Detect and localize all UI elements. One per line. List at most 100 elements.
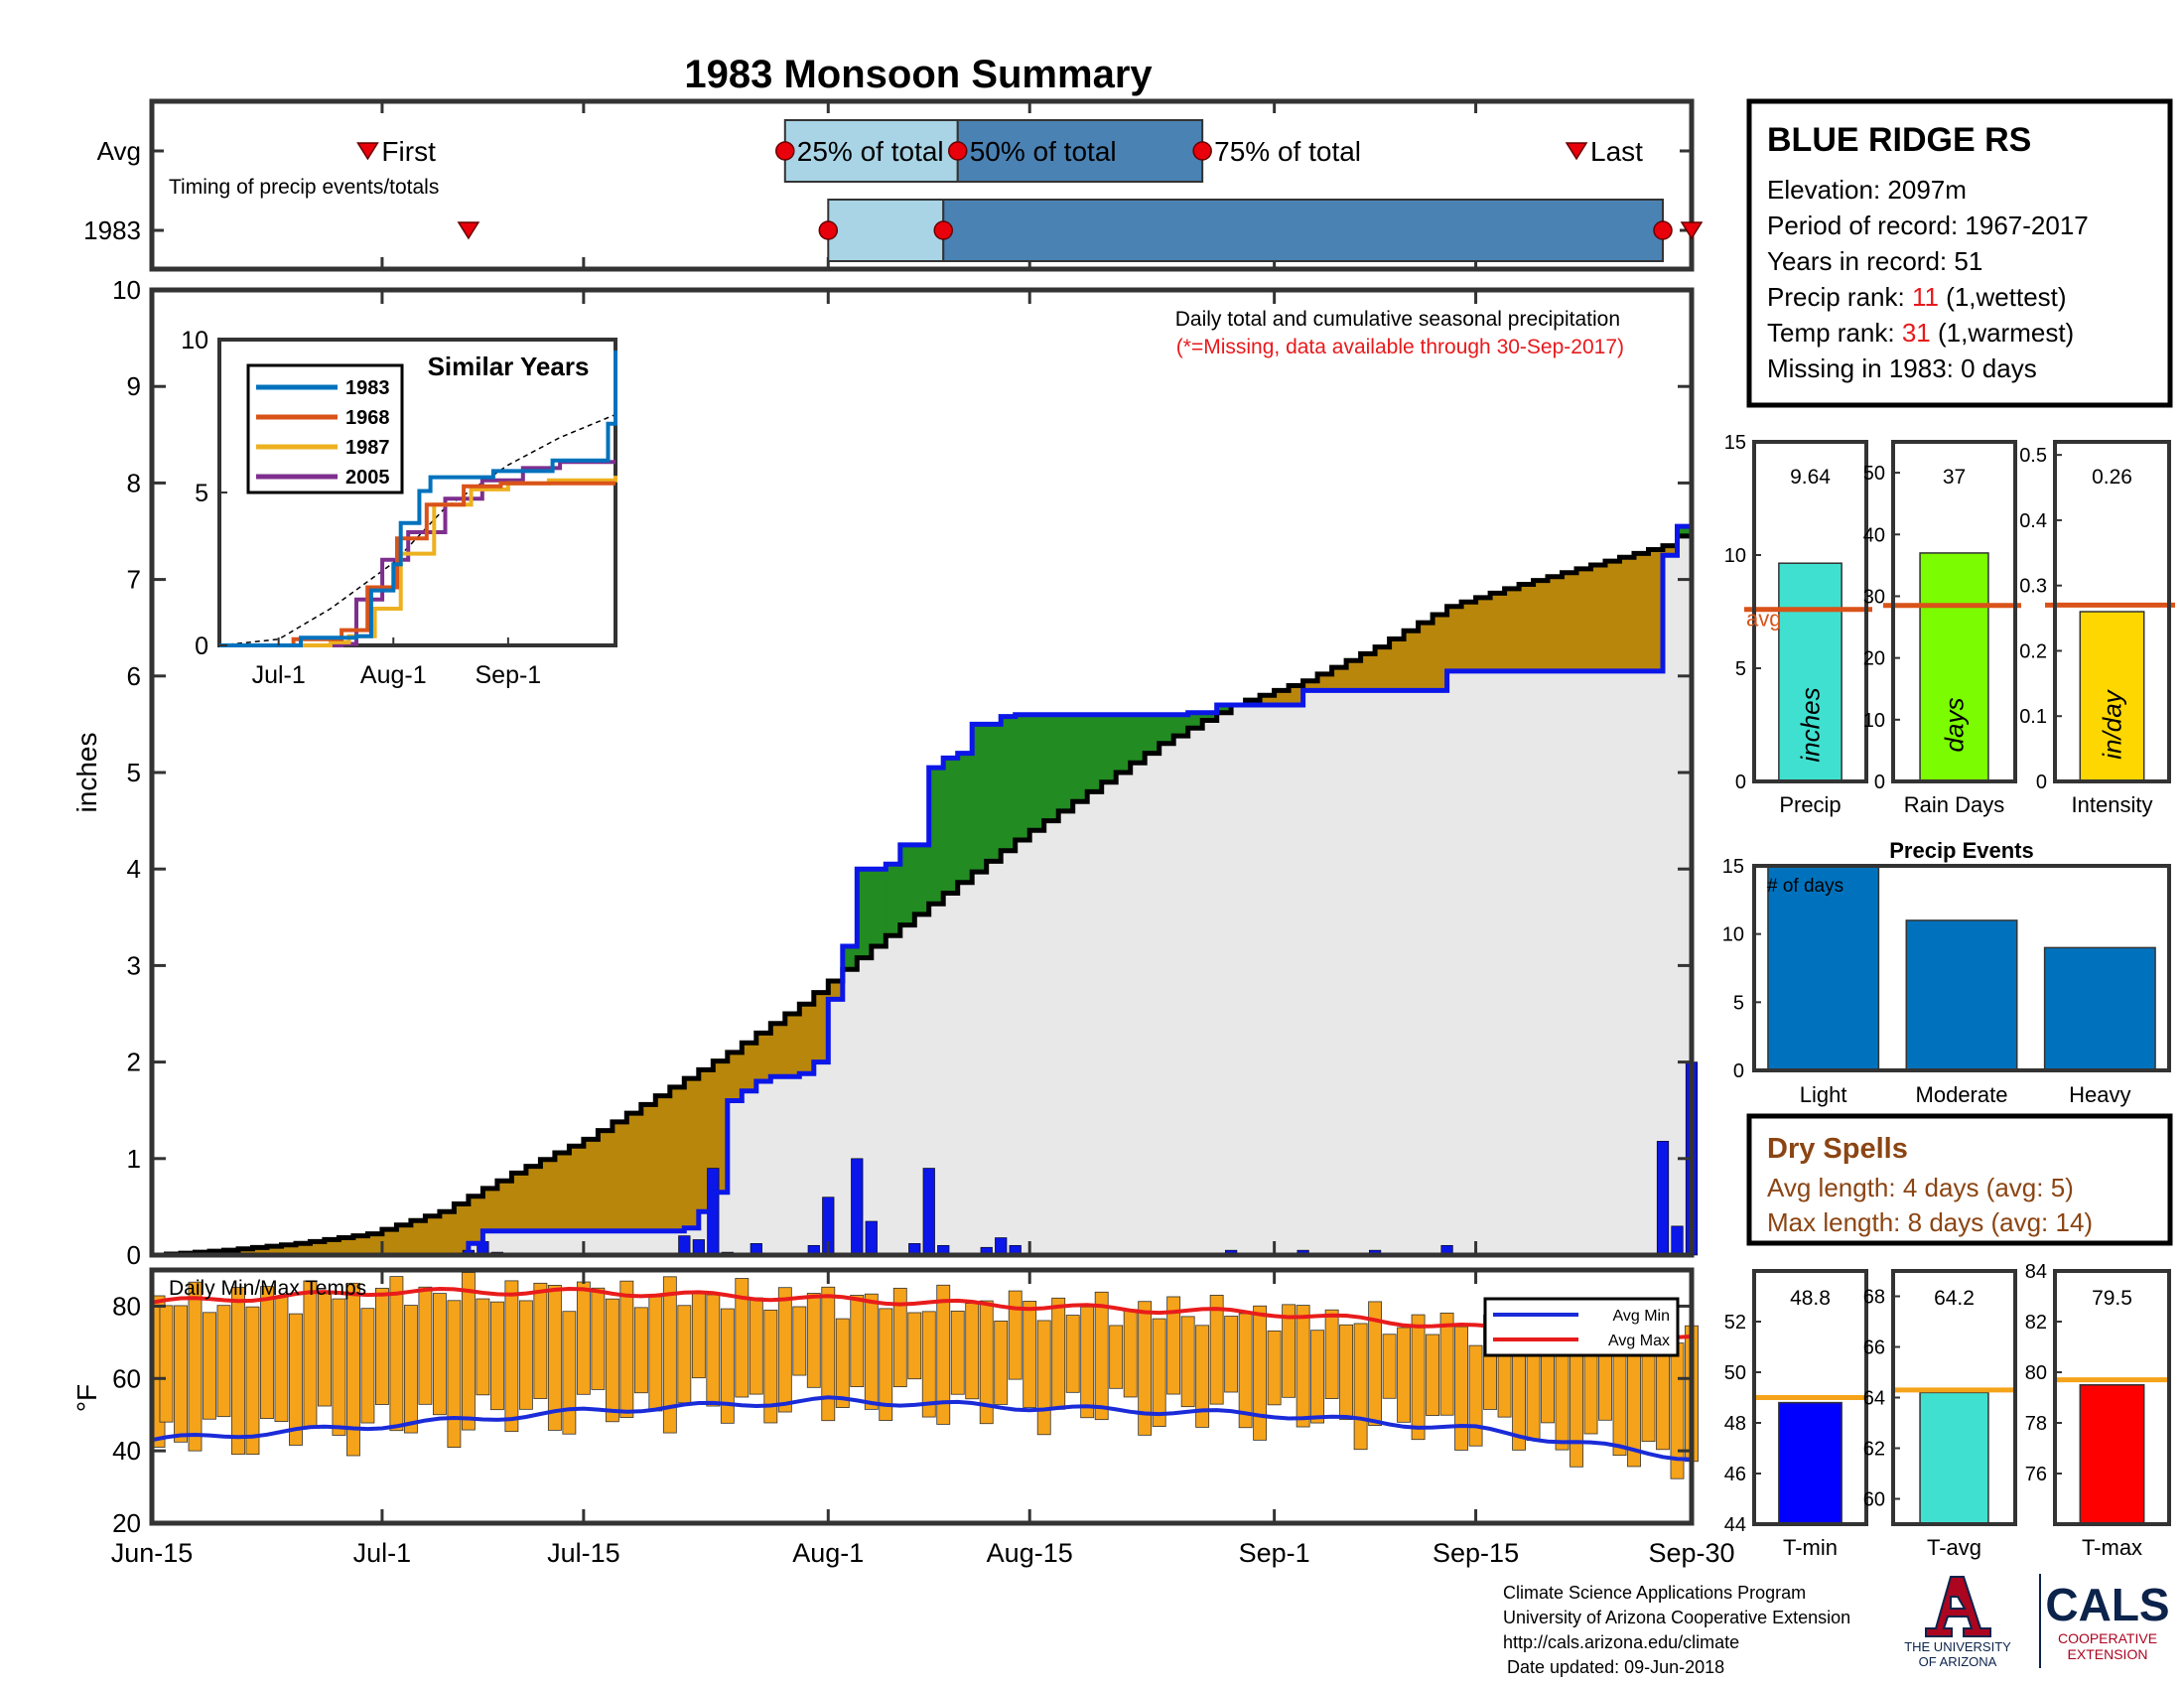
daily-temp-bar xyxy=(1008,1290,1023,1380)
daily-temp-bar xyxy=(1224,1316,1239,1393)
below-average-area xyxy=(713,1060,729,1193)
daily-temp-bar xyxy=(591,1287,606,1390)
daily-precip-bar xyxy=(851,1158,864,1256)
daily-temp-bar xyxy=(533,1282,548,1399)
daily-temp-bar xyxy=(461,1272,476,1431)
daily-temp-bar xyxy=(662,1276,677,1434)
temp-ytick-label: 20 xyxy=(112,1508,141,1538)
below-average-area xyxy=(655,1095,671,1231)
summary-ytick-label-intensity: 0.2 xyxy=(2019,640,2047,662)
daily-temp-bar xyxy=(318,1293,332,1407)
events-bar-heavy xyxy=(2043,946,2156,1071)
daily-temp-bar xyxy=(332,1298,346,1436)
daily-temp-bar xyxy=(1397,1327,1412,1423)
daily-temp-bar xyxy=(720,1308,735,1424)
below-average-area xyxy=(813,992,829,1062)
summary-precip-panels: 0 5 10 15 9.64 Precip inches avg 0 10 20 30 40 50 37 Ra… xyxy=(1724,432,2175,817)
footer: Climate Science Applications Program Uni… xyxy=(1503,1583,1850,1677)
cals-sub1: COOPERATIVE xyxy=(2058,1630,2157,1646)
below-average-area xyxy=(1605,561,1621,671)
inset-xtick-label: Aug-1 xyxy=(360,661,427,689)
daily-temp-bar xyxy=(835,1318,850,1409)
daily-temp-bar xyxy=(777,1287,792,1413)
below-average-area xyxy=(1302,680,1318,691)
below-average-area xyxy=(511,1173,527,1231)
daily-temp-bar xyxy=(1282,1304,1297,1398)
summary-unit-rain-days: days xyxy=(1940,698,1970,753)
below-average-area xyxy=(1648,549,1664,671)
footer-line1: Climate Science Applications Program xyxy=(1503,1583,1806,1603)
daily-temp-bar xyxy=(1324,1309,1339,1399)
below-average-area xyxy=(381,1229,398,1255)
station-period: Period of record: 1967-2017 xyxy=(1767,211,2089,240)
daily-temp-bar xyxy=(303,1280,318,1428)
summary-value-rain-days: 37 xyxy=(1943,466,1966,489)
inset-ytick-label: 10 xyxy=(181,327,208,354)
main-ytick-label: 6 xyxy=(127,661,141,691)
station-elevation: Elevation: 2097m xyxy=(1767,175,1967,205)
below-average-area xyxy=(496,1181,512,1231)
below-average-area xyxy=(669,1086,685,1231)
above-average-area xyxy=(1058,714,1074,811)
events-ytick-label: 5 xyxy=(1733,992,1744,1014)
timing-label-first: First xyxy=(381,136,436,167)
timing-marker-q50 xyxy=(933,220,953,240)
main-ylabel: inches xyxy=(71,733,102,813)
main-ytick-label: 1 xyxy=(127,1144,141,1174)
summary-frame-intensity xyxy=(2053,440,2171,783)
daily-temp-bar xyxy=(1583,1343,1598,1435)
daily-temp-bar xyxy=(706,1294,721,1407)
main-ytick-label: 7 xyxy=(127,565,141,595)
timing-label-q25: 25% of total xyxy=(797,136,944,167)
above-average-area xyxy=(871,869,887,946)
daily-temp-bar xyxy=(1339,1324,1354,1421)
timing-marker-q25 xyxy=(818,220,839,240)
tsum-bar-t-max xyxy=(2079,1384,2145,1525)
daily-temp-bar xyxy=(231,1287,245,1456)
daily-temp-bar xyxy=(994,1320,1009,1405)
daily-temp-bar xyxy=(1267,1330,1282,1406)
timing-panel: Avg 1983 Timing of precip events/totals 25%… xyxy=(83,98,1704,272)
daily-temp-bar xyxy=(1541,1346,1555,1424)
below-average-area xyxy=(554,1152,570,1231)
below-average-area xyxy=(1317,673,1333,691)
above-average-area xyxy=(1145,714,1160,754)
below-min-area xyxy=(152,526,1692,1255)
below-average-area xyxy=(1289,685,1304,705)
inset-xtick-label: Sep-1 xyxy=(476,661,542,689)
daily-temp-bar xyxy=(1023,1301,1037,1408)
daily-temp-bar xyxy=(936,1284,951,1425)
below-average-area xyxy=(569,1146,585,1231)
below-average-area xyxy=(1461,602,1477,671)
temp-title: Daily Min/Max Temps xyxy=(169,1277,366,1300)
inset-ytick-label: 0 xyxy=(195,633,208,660)
tsum-ytick-label-t-avg: 62 xyxy=(1863,1439,1885,1461)
below-average-area xyxy=(310,1241,326,1255)
events-frame xyxy=(1752,864,2171,1072)
timing-row-label-1983: 1983 xyxy=(83,215,141,245)
tsum-label-t-max: T-max xyxy=(2082,1535,2142,1560)
above-average-area xyxy=(914,844,930,914)
daily-temp-bar xyxy=(360,1308,375,1424)
daily-temp-bar xyxy=(879,1308,893,1421)
daily-temp-bar xyxy=(605,1298,619,1423)
daily-temp-bar xyxy=(1166,1296,1181,1395)
above-average-area xyxy=(1130,714,1146,764)
below-average-area xyxy=(612,1121,627,1231)
daily-temp-bar xyxy=(1426,1334,1440,1416)
daily-temp-bar xyxy=(1310,1330,1325,1424)
above-average-area xyxy=(842,945,858,970)
daily-temp-bar xyxy=(979,1300,994,1425)
daily-temp-bar xyxy=(289,1313,303,1446)
above-average-area xyxy=(957,753,973,883)
below-average-area xyxy=(755,1033,771,1082)
below-average-area xyxy=(266,1246,283,1255)
avg-min-line xyxy=(151,1395,1693,1462)
temp-xtick-label: Sep-30 xyxy=(1648,1538,1734,1568)
daily-temp-bar xyxy=(1382,1334,1397,1399)
tsum-ytick-label-t-max: 78 xyxy=(2025,1413,2047,1435)
tsum-label-t-min: T-min xyxy=(1783,1535,1838,1560)
tsum-value-t-avg: 64.2 xyxy=(1934,1287,1975,1310)
below-average-area xyxy=(1562,572,1577,671)
